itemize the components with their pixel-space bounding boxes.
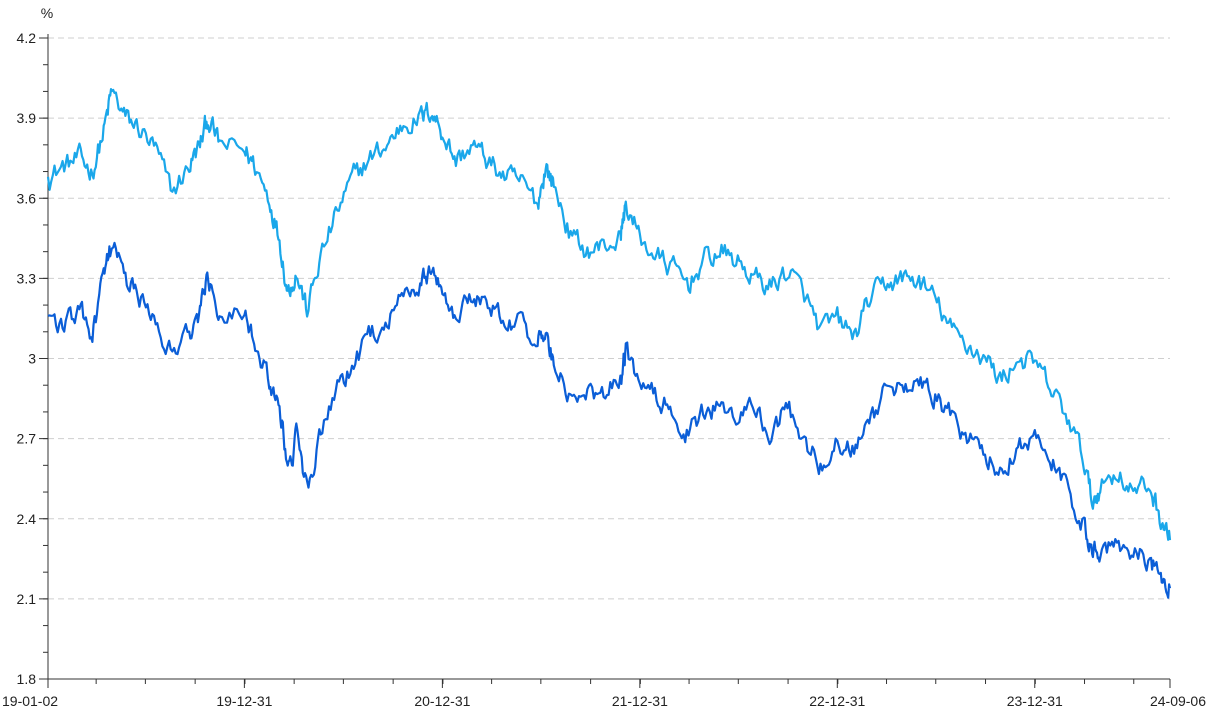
x-tick-label: 24-09-06 [1150,693,1206,709]
x-tick-label: 19-12-31 [216,693,272,709]
axes: 1.8 2.1 2.4 2.7 3 3.3 3.6 3.9 4.2 19-01-02 19-12-3… [2,30,1206,709]
series-line-1 [46,88,1172,541]
y-axis-unit-label: % [41,5,53,21]
y-tick-label: 3.3 [17,270,37,286]
x-tick-label: 19-01-02 [2,693,58,709]
y-tick-label: 2.7 [17,431,37,447]
y-tick-label: 4.2 [17,30,37,46]
y-tick-label: 3.6 [17,190,37,206]
y-tick-label: 2.1 [17,591,37,607]
y-tick-label: 3 [28,351,36,367]
gridlines [48,37,1170,600]
series-lines [46,88,1172,599]
y-tick-label: 3.9 [17,110,37,126]
x-tick-label: 23-12-31 [1007,693,1063,709]
x-tick-label: 21-12-31 [612,693,668,709]
x-tick-label: 20-12-31 [414,693,470,709]
y-tick-label: 1.8 [17,671,37,687]
y-tick-label: 2.4 [17,511,37,527]
series-line-2 [47,241,1172,599]
x-tick-label: 22-12-31 [809,693,865,709]
